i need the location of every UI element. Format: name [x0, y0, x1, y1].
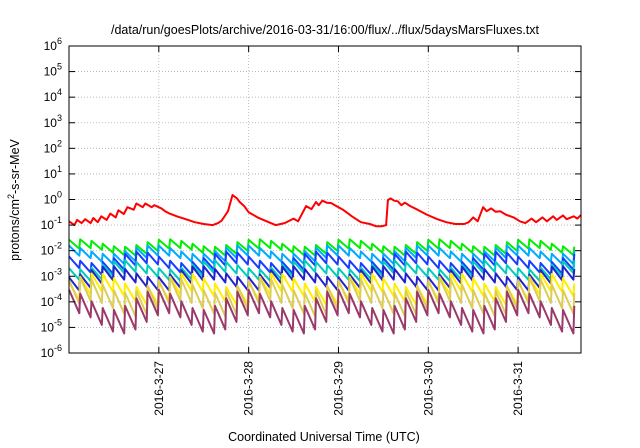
- y-tick-label: 105: [44, 62, 62, 79]
- series-line: [68, 288, 576, 335]
- y-tick-label: 10-4: [41, 292, 62, 309]
- y-tick-label: 100: [44, 190, 62, 207]
- x-tick-label: 2016-3-27: [152, 361, 166, 416]
- chart-title: /data/run/goesPlots/archive/2016-03-31/1…: [111, 23, 540, 37]
- y-tick-labels: 106 105 104 103 102 101 100 10-1 10-2 10-3 10-4 10-…: [41, 36, 62, 360]
- x-tick-label: 2016-3-28: [242, 361, 256, 416]
- y-tick-label: 10-6: [41, 343, 62, 360]
- y-tick-label: 10-2: [41, 241, 62, 258]
- y-tick-label: 10-3: [41, 266, 62, 283]
- x-tick-labels: 2016-3-27 2016-3-28 2016-3-29 2016-3-30 2016…: [152, 361, 525, 416]
- y-tick-label: 106: [44, 36, 62, 53]
- y-axis-label-post: -s-sr-MeV: [8, 138, 22, 194]
- x-tick-label: 2016-3-31: [511, 361, 525, 416]
- ticks: [69, 45, 581, 354]
- x-tick-label: 2016-3-29: [331, 361, 345, 416]
- y-tick-label: 10-5: [41, 317, 62, 334]
- y-axis-label-pre: protons/cm: [8, 199, 22, 261]
- series-line: [68, 259, 576, 282]
- x-tick-label: 2016-3-30: [421, 361, 435, 416]
- y-tick-label: 103: [44, 113, 62, 130]
- y-tick-label: 10-1: [41, 215, 62, 232]
- series-line: [68, 194, 582, 228]
- y-tick-label: 104: [44, 87, 62, 104]
- y-tick-label: 101: [44, 164, 62, 181]
- y-tick-label: 102: [44, 138, 62, 155]
- x-axis-label: Coordinated Universal Time (UTC): [228, 430, 420, 444]
- y-axis-label: protons/cm2-s-sr-MeV: [6, 138, 22, 260]
- series-layer: [68, 194, 582, 335]
- grid: [69, 46, 581, 353]
- y-axis-label-sup: 2: [6, 194, 16, 199]
